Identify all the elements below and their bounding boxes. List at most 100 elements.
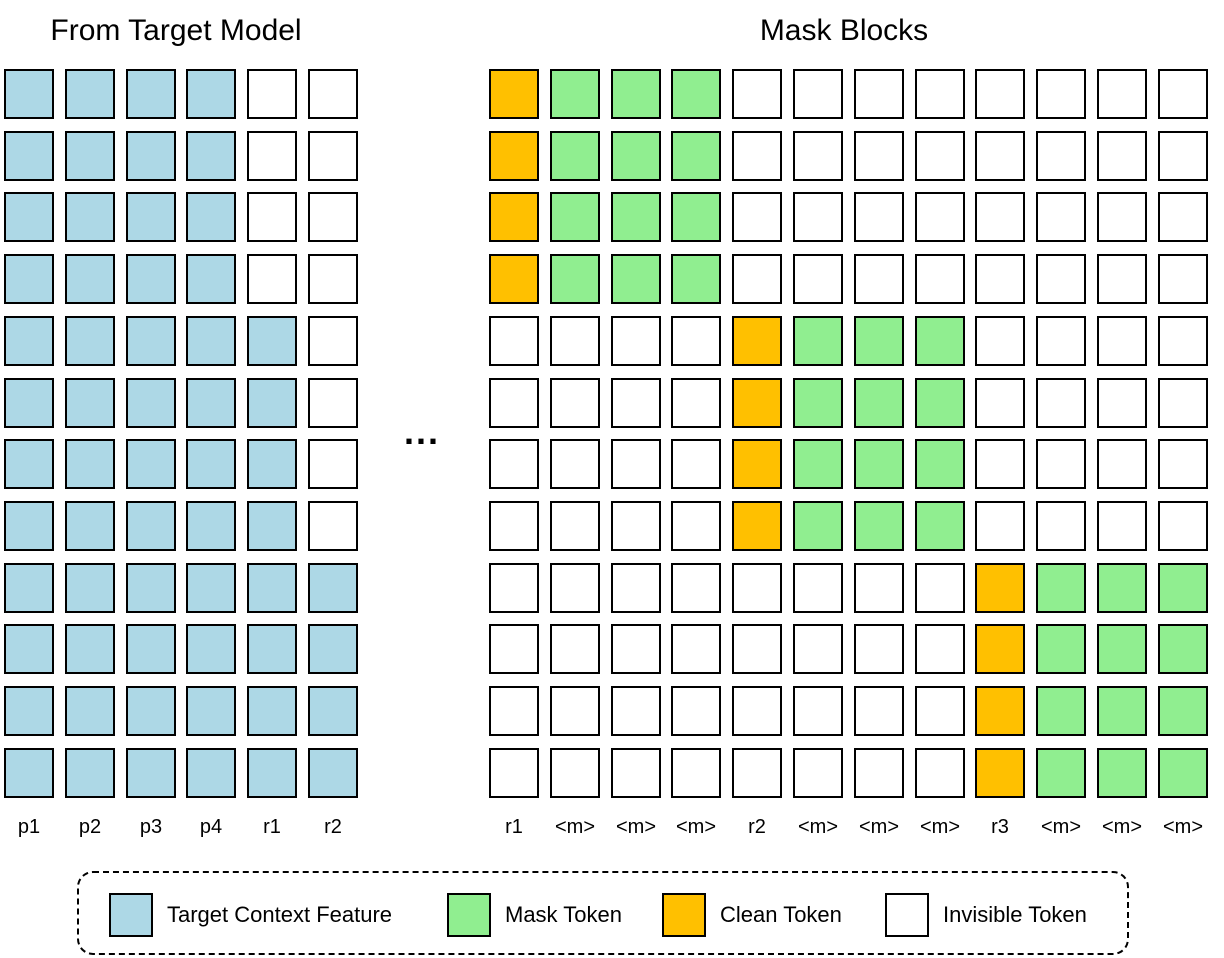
column-label: <m> — [615, 816, 657, 838]
token-cell-mask — [611, 131, 661, 181]
token-cell-ctx — [186, 624, 236, 674]
token-cell-clean — [732, 501, 782, 551]
token-cell-inv — [793, 686, 843, 736]
token-cell-inv — [975, 192, 1025, 242]
column-label: p3 — [139, 816, 163, 838]
token-cell-inv — [1036, 192, 1086, 242]
token-cell-mask — [1036, 748, 1086, 798]
token-cell-ctx — [308, 563, 358, 613]
token-cell-ctx — [4, 378, 54, 428]
token-cell-ctx — [4, 439, 54, 489]
token-cell-ctx — [65, 563, 115, 613]
token-cell-ctx — [186, 686, 236, 736]
token-cell-inv — [793, 748, 843, 798]
token-cell-inv — [793, 563, 843, 613]
token-cell-inv — [1158, 192, 1208, 242]
token-cell-ctx — [126, 439, 176, 489]
token-cell-inv — [611, 748, 661, 798]
token-cell-inv — [671, 439, 721, 489]
token-cell-mask — [550, 254, 600, 304]
token-cell-ctx — [186, 378, 236, 428]
token-cell-ctx — [65, 192, 115, 242]
token-cell-ctx — [247, 624, 297, 674]
token-cell-ctx — [4, 501, 54, 551]
column-label: r1 — [263, 816, 281, 838]
token-cell-inv — [489, 378, 539, 428]
token-cell-inv — [1097, 254, 1147, 304]
token-cell-ctx — [247, 316, 297, 366]
token-cell-ctx — [126, 624, 176, 674]
token-cell-inv — [671, 686, 721, 736]
token-cell-inv — [975, 501, 1025, 551]
token-cell-ctx — [65, 378, 115, 428]
token-cell-inv — [1036, 69, 1086, 119]
token-cell-mask — [1097, 563, 1147, 613]
token-cell-inv — [1097, 501, 1147, 551]
token-cell-clean — [732, 439, 782, 489]
token-cell-mask — [1036, 686, 1086, 736]
token-cell-ctx — [4, 316, 54, 366]
token-cell-ctx — [186, 748, 236, 798]
token-cell-inv — [550, 748, 600, 798]
token-cell-inv — [671, 378, 721, 428]
token-cell-inv — [915, 254, 965, 304]
legend-label-inv: Invisible Token — [943, 902, 1087, 927]
token-cell-ctx — [65, 316, 115, 366]
token-cell-inv — [611, 439, 661, 489]
token-cell-inv — [915, 624, 965, 674]
token-cell-inv — [793, 69, 843, 119]
column-label: r3 — [991, 816, 1009, 838]
token-cell-inv — [1158, 131, 1208, 181]
token-cell-ctx — [247, 563, 297, 613]
token-cell-inv — [1036, 439, 1086, 489]
token-cell-ctx — [65, 439, 115, 489]
token-cell-inv — [1158, 316, 1208, 366]
token-cell-inv — [1036, 254, 1086, 304]
token-cell-mask — [611, 254, 661, 304]
token-cell-inv — [1158, 439, 1208, 489]
token-cell-inv — [915, 131, 965, 181]
token-cell-ctx — [126, 501, 176, 551]
token-cell-ctx — [126, 563, 176, 613]
token-cell-inv — [308, 378, 358, 428]
token-cell-inv — [550, 378, 600, 428]
token-cell-ctx — [4, 69, 54, 119]
token-cell-ctx — [4, 131, 54, 181]
token-cell-inv — [308, 69, 358, 119]
token-cell-inv — [915, 686, 965, 736]
token-cell-inv — [793, 254, 843, 304]
token-cell-ctx — [308, 748, 358, 798]
left-panel-title: From Target Model — [50, 14, 302, 47]
token-cell-inv — [611, 501, 661, 551]
token-cell-inv — [308, 501, 358, 551]
token-cell-inv — [1158, 254, 1208, 304]
legend-label-ctx: Target Context Feature — [167, 902, 393, 927]
token-cell-ctx — [126, 69, 176, 119]
column-label: <m> — [1162, 816, 1204, 838]
legend-swatch-inv — [885, 893, 929, 937]
token-cell-ctx — [308, 686, 358, 736]
legend-swatch-ctx — [109, 893, 153, 937]
token-cell-inv — [793, 131, 843, 181]
token-cell-mask — [671, 69, 721, 119]
token-cell-inv — [793, 192, 843, 242]
token-cell-ctx — [4, 254, 54, 304]
token-cell-inv — [671, 316, 721, 366]
token-cell-inv — [550, 439, 600, 489]
token-cell-mask — [854, 501, 904, 551]
token-cell-mask — [793, 378, 843, 428]
token-cell-mask — [915, 501, 965, 551]
token-cell-mask — [611, 192, 661, 242]
token-cell-inv — [247, 131, 297, 181]
token-cell-mask — [550, 69, 600, 119]
token-cell-ctx — [65, 748, 115, 798]
token-cell-inv — [975, 69, 1025, 119]
token-cell-ctx — [65, 501, 115, 551]
token-cell-ctx — [186, 563, 236, 613]
token-cell-mask — [1036, 624, 1086, 674]
token-cell-inv — [489, 501, 539, 551]
token-cell-ctx — [186, 501, 236, 551]
token-cell-mask — [793, 316, 843, 366]
token-cell-inv — [854, 624, 904, 674]
token-cell-mask — [915, 439, 965, 489]
